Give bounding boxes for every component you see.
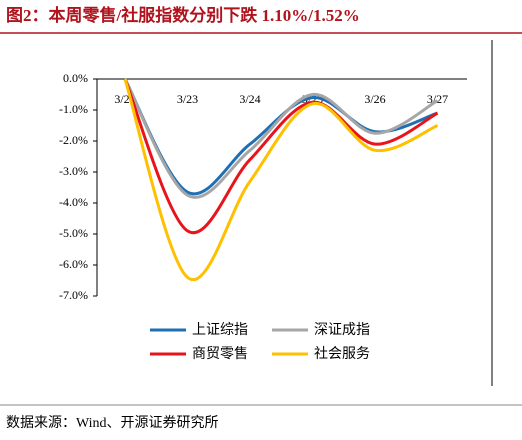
source-note: 数据来源：Wind、开源证券研究所 xyxy=(6,415,219,431)
y-tick-label: -5.0% xyxy=(59,226,88,240)
series-line xyxy=(123,78,439,199)
legend-label: 深证成指 xyxy=(314,322,370,338)
y-tick-label: -1.0% xyxy=(59,102,88,116)
x-tick-label: 3/24 xyxy=(239,92,260,106)
legend-label: 社会服务 xyxy=(314,346,370,362)
legend-label: 上证综指 xyxy=(192,322,248,338)
y-tick-label: -7.0% xyxy=(59,288,88,302)
series-line xyxy=(123,78,439,235)
y-tick-label: -3.0% xyxy=(59,164,88,178)
chart-title: 图2：本周零售/社服指数分别下跌 1.10%/1.52% xyxy=(6,5,360,25)
y-tick-label: 0.0% xyxy=(63,71,88,85)
x-tick-label: 3/23 xyxy=(177,92,198,106)
x-tick-label: 3/27 xyxy=(427,92,448,106)
y-tick-label: -6.0% xyxy=(59,257,88,271)
y-tick-label: -4.0% xyxy=(59,195,88,209)
series-line xyxy=(123,78,439,282)
y-tick-label: -2.0% xyxy=(59,133,88,147)
legend-label: 商贸零售 xyxy=(192,346,248,362)
x-tick-label: 3/26 xyxy=(364,92,385,106)
